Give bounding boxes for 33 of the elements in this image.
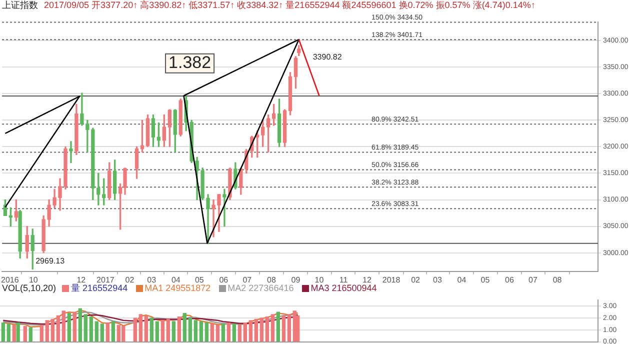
x-tick-label: 08 bbox=[552, 275, 562, 284]
x-tick-label: 06 bbox=[505, 275, 515, 284]
legend-label: MA1 249551872 bbox=[144, 283, 211, 293]
x-tick-label: 08 bbox=[267, 275, 276, 284]
legend-label: MA2 227366416 bbox=[228, 283, 294, 293]
x-tick-label: 03 bbox=[147, 275, 157, 284]
x-tick-label: 2018 bbox=[382, 275, 401, 284]
legend-label: MA3 216500944 bbox=[310, 283, 377, 293]
x-tick-label: 04 bbox=[457, 275, 467, 284]
x-tick-label: 11 bbox=[339, 275, 348, 284]
x-tick-label: 05 bbox=[194, 275, 204, 284]
x-tick-label: 02 bbox=[411, 275, 421, 284]
x-tick-label: 09 bbox=[291, 275, 301, 284]
annotation: 1.382 bbox=[168, 53, 212, 72]
x-tick-label: 04 bbox=[171, 275, 181, 284]
legend-label: 量 216552944 bbox=[71, 283, 128, 293]
x-tick-label: 10 bbox=[314, 275, 324, 284]
x-tick-label: 06 bbox=[219, 275, 229, 284]
annotation: 2969.13 bbox=[36, 256, 66, 266]
x-tick-label: 2017 bbox=[96, 275, 115, 284]
chart-title: VOL(5,10,20) bbox=[2, 283, 56, 293]
x-tick-label: 07 bbox=[242, 275, 252, 284]
chart-subtitle: 2017/09/05 开3377.20↑ 高3390.82↑ 低3371.57↑ 收3384.32↑ 量216552944 额245596601 换0.72% 振0.57% 涨(4.74)0.14%↑ bbox=[44, 0, 536, 10]
x-tick-label: 12 bbox=[76, 275, 86, 284]
annotation: 3390.82 bbox=[312, 52, 342, 62]
x-tick-label: 05 bbox=[480, 275, 490, 284]
x-tick-label: 12 bbox=[362, 275, 372, 284]
x-tick-label: 2016 bbox=[1, 275, 20, 284]
chart-title: 上证指数 bbox=[2, 0, 38, 10]
x-tick-label: 10 bbox=[28, 275, 38, 284]
x-tick-label: 03 bbox=[433, 275, 442, 284]
x-tick-label: 07 bbox=[528, 275, 538, 284]
x-tick-label: 02 bbox=[125, 275, 135, 284]
